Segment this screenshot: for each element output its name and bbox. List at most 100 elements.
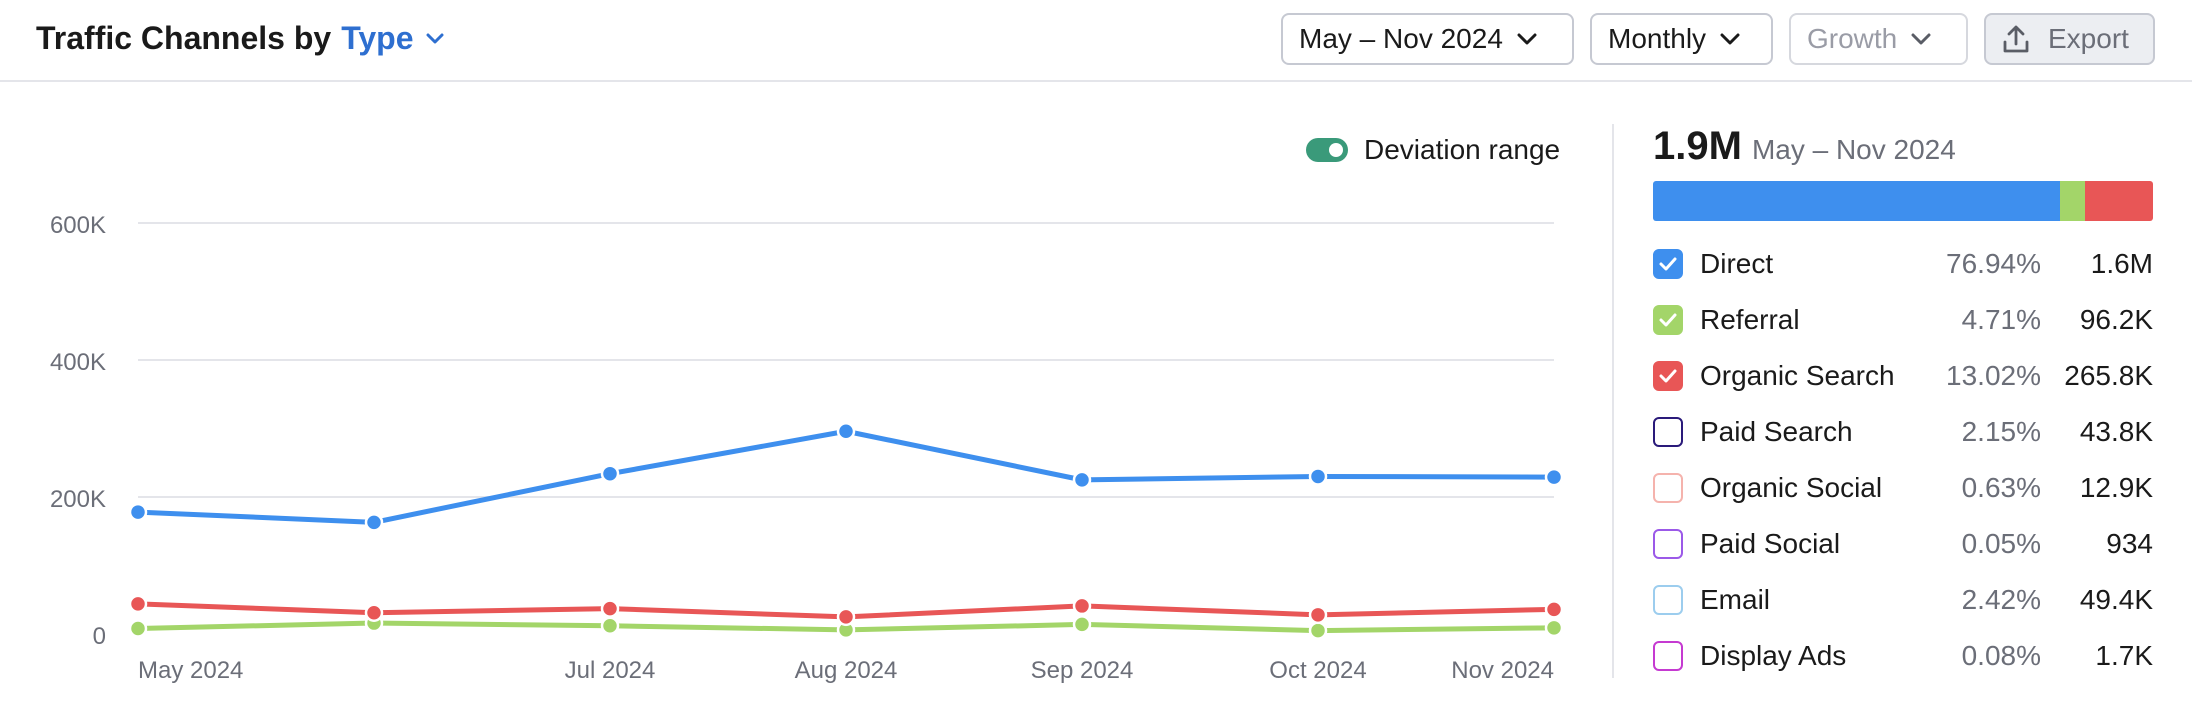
channel-label: Direct <box>1700 248 1774 279</box>
chevron-down-icon <box>1517 33 1537 45</box>
total-visits: 1.9M May – Nov 2024 <box>1653 124 2153 176</box>
channel-checkbox[interactable] <box>1653 585 1683 615</box>
data-point-organic-search <box>1072 596 1092 616</box>
channel-value: 12.9K <box>2079 472 2153 503</box>
header-bar: Traffic Channels by Type May – Nov 2024 … <box>0 0 2192 82</box>
x-tick-label: Aug 2024 <box>795 657 898 684</box>
channel-row-direct[interactable]: Direct 76.94% 1.6M <box>1653 236 2153 292</box>
data-point-referral <box>1308 621 1328 640</box>
data-point-organic-search <box>600 599 620 618</box>
channel-value: 1.6M <box>2090 248 2153 279</box>
metric-label: Growth <box>1807 23 1898 54</box>
channel-checkbox[interactable] <box>1653 529 1683 559</box>
channel-percent: 0.63% <box>1961 472 2041 503</box>
channel-value: 96.2K <box>2079 304 2153 335</box>
x-tick-label: Nov 2024 <box>1451 657 1554 684</box>
channel-percent: 0.08% <box>1961 640 2041 671</box>
chevron-down-icon <box>1911 33 1931 45</box>
data-point-organic-search <box>128 594 148 614</box>
share-segment-organic-search <box>2084 181 2153 221</box>
check-icon <box>1659 313 1677 327</box>
toggle-switch-icon[interactable] <box>1306 138 1348 162</box>
channel-label: Organic Search <box>1700 360 1895 391</box>
x-tick-label: Sep 2024 <box>1031 657 1134 684</box>
chart-canvas: 0 200K 400K 600K May 2024 Jul 2024 Aug 2024 Sep… <box>50 212 1564 684</box>
total-value: 1.9M <box>1653 124 1742 168</box>
channel-value: 934 <box>2106 528 2153 559</box>
channel-checkbox[interactable] <box>1653 641 1683 671</box>
series-line-direct <box>135 428 1557 525</box>
total-range: May – Nov 2024 <box>1751 134 1956 165</box>
check-icon <box>1659 257 1677 271</box>
x-tick-label: Oct 2024 <box>1269 657 1366 684</box>
granularity-label: Monthly <box>1608 23 1707 54</box>
channel-list: Direct 76.94% 1.6M Referral 4.71% 96.2K Organi… <box>1653 236 2153 684</box>
channel-checkbox[interactable] <box>1653 361 1683 391</box>
channel-checkbox[interactable] <box>1653 417 1683 447</box>
export-label: Export <box>2048 23 2129 54</box>
data-point-referral <box>1072 615 1092 634</box>
data-point-direct <box>1308 467 1328 486</box>
channel-value: 43.8K <box>2079 416 2153 447</box>
chevron-down-icon <box>1720 33 1740 45</box>
granularity-dropdown[interactable]: Monthly <box>1590 13 1773 65</box>
date-range-dropdown[interactable]: May – Nov 2024 <box>1281 13 1574 65</box>
channel-label: Display Ads <box>1700 640 1847 671</box>
channel-value: 1.7K <box>2095 640 2153 671</box>
y-tick-label: 200K <box>50 486 106 513</box>
channel-percent: 2.42% <box>1961 584 2041 615</box>
x-tick-label: Jul 2024 <box>565 657 656 684</box>
channel-percent: 2.15% <box>1961 416 2041 447</box>
type-dropdown[interactable]: Type <box>341 20 443 57</box>
summary-panel: 1.9M May – Nov 2024 Direct 76.94% 1.6M Refe… <box>1653 124 2153 671</box>
channel-label: Referral <box>1700 304 1800 335</box>
y-tick-label: 0 <box>93 623 106 650</box>
channel-value: 265.8K <box>2064 360 2153 391</box>
type-dropdown-label: Type <box>341 20 414 56</box>
channel-percent: 4.71% <box>1961 304 2041 335</box>
data-point-organic-search <box>1308 605 1328 625</box>
channel-row-display-ads[interactable]: Display Ads 0.08% 1.7K <box>1653 628 2153 684</box>
x-tick-label: May 2024 <box>138 657 243 684</box>
data-point-organic-search <box>836 607 856 627</box>
chevron-down-icon <box>426 33 443 43</box>
upload-icon <box>2003 25 2029 53</box>
data-point-direct <box>600 464 620 483</box>
data-point-organic-search <box>1544 600 1564 619</box>
channel-label: Paid Social <box>1700 528 1841 559</box>
export-button[interactable]: Export <box>1984 13 2155 65</box>
date-range-label: May – Nov 2024 <box>1299 23 1503 54</box>
channel-percent: 0.05% <box>1961 528 2041 559</box>
channel-row-organic-social[interactable]: Organic Social 0.63% 12.9K <box>1653 460 2153 516</box>
y-tick-label: 600K <box>50 212 106 239</box>
data-point-organic-search <box>364 603 384 623</box>
title-prefix: Traffic Channels by <box>36 20 332 56</box>
channel-label: Email <box>1700 584 1771 615</box>
share-segment-direct <box>1653 181 2060 221</box>
channel-row-paid-social[interactable]: Paid Social 0.05% 934 <box>1653 516 2153 572</box>
metric-dropdown[interactable]: Growth <box>1789 13 1968 65</box>
data-point-direct <box>836 421 856 441</box>
channel-percent: 76.94% <box>1946 248 2041 279</box>
channel-row-referral[interactable]: Referral 4.71% 96.2K <box>1653 292 2153 348</box>
channel-percent: 13.02% <box>1946 360 2041 391</box>
data-point-direct <box>1544 467 1564 487</box>
panel-divider <box>1612 124 1614 678</box>
deviation-range-label: Deviation range <box>1364 134 1561 165</box>
channel-checkbox[interactable] <box>1653 305 1683 335</box>
channel-checkbox[interactable] <box>1653 473 1683 503</box>
check-icon <box>1659 369 1677 383</box>
channel-checkbox[interactable] <box>1653 249 1683 279</box>
channel-share-bar <box>1653 181 2153 221</box>
channel-row-paid-search[interactable]: Paid Search 2.15% 43.8K <box>1653 404 2153 460</box>
page-title: Traffic Channels by Type <box>36 20 444 57</box>
data-point-direct <box>1072 470 1092 490</box>
channel-row-organic-search[interactable]: Organic Search 13.02% 265.8K <box>1653 348 2153 404</box>
data-point-referral <box>128 619 148 638</box>
channel-row-email[interactable]: Email 2.42% 49.4K <box>1653 572 2153 628</box>
data-point-direct <box>364 513 384 532</box>
channel-label: Paid Search <box>1700 416 1853 447</box>
share-segment-referral <box>2059 181 2085 221</box>
deviation-range-toggle[interactable]: Deviation range <box>1306 134 1560 166</box>
channel-value: 49.4K <box>2079 584 2153 615</box>
